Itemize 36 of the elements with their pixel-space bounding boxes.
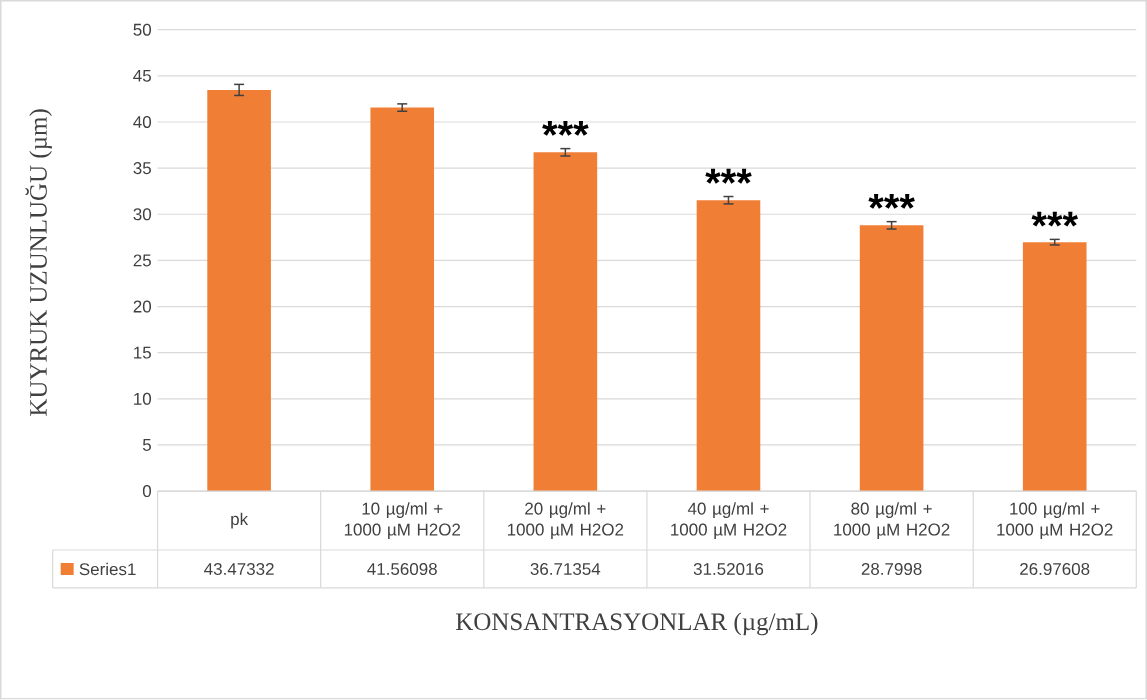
data-label: 31.52016 xyxy=(693,563,764,576)
x-tick-label: 100 µg/ml + 1000 µM H2O2 xyxy=(997,502,1113,540)
y-tick-label: 25 xyxy=(133,254,151,267)
y-tick-label: 40 xyxy=(133,116,152,129)
data-label: 41.56098 xyxy=(367,563,437,576)
annotation: *** xyxy=(1031,211,1078,227)
y-tick-label: 30 xyxy=(133,208,152,221)
bar xyxy=(207,90,271,492)
bar xyxy=(370,107,435,492)
bar xyxy=(533,152,598,492)
x-tick-label: 80 µg/ml + 1000 µM H2O2 xyxy=(834,502,950,540)
y-tick-label: 5 xyxy=(142,439,151,452)
y-tick-label: 15 xyxy=(134,346,151,359)
bar xyxy=(1022,242,1087,492)
data-label: 43.47332 xyxy=(204,563,274,576)
x-tick-label: 40 µg/ml + 1000 µM H2O2 xyxy=(671,502,787,540)
y-tick-label: 45 xyxy=(133,70,151,82)
annotation: *** xyxy=(868,194,915,210)
bar xyxy=(696,200,761,492)
data-label: 28.7998 xyxy=(861,563,922,576)
y-axis-title: KUYRUK UZUNLUĞU (µm) xyxy=(25,109,52,417)
y-tick-label: 0 xyxy=(142,485,152,498)
annotation: *** xyxy=(705,169,752,184)
data-label: 26.97608 xyxy=(1020,563,1090,576)
x-tick-label: pk xyxy=(231,512,249,529)
data-label: 36.71354 xyxy=(530,563,601,576)
y-tick-label: 35 xyxy=(133,162,151,175)
x-tick-label: 10 µg/ml + 1000 µM H2O2 xyxy=(344,502,461,540)
y-tick-label: 50 xyxy=(133,23,152,36)
x-axis-title: KONSANTRASYONLAR (µg/mL) xyxy=(456,612,818,636)
legend-label: Series1 xyxy=(79,562,136,576)
annotation: *** xyxy=(542,121,589,136)
x-tick-label: 20 µg/ml + 1000 µM H2O2 xyxy=(507,502,624,540)
bar xyxy=(859,225,924,492)
y-tick-label: 10 xyxy=(134,393,152,406)
y-tick-label: 20 xyxy=(133,300,152,313)
